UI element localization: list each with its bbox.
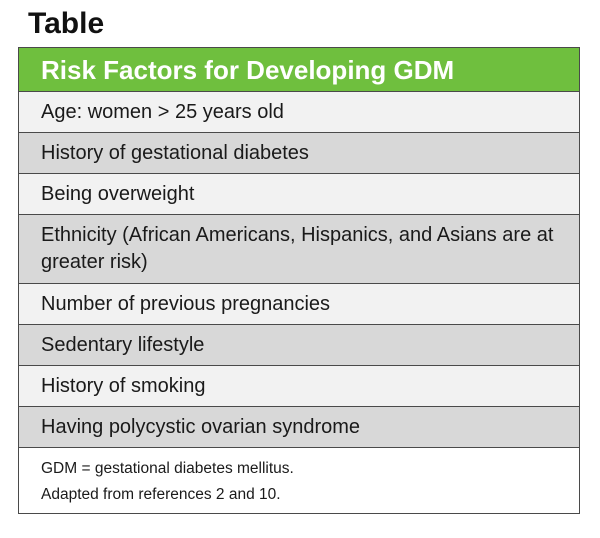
table-row: Being overweight	[19, 174, 579, 215]
risk-factors-table: Risk Factors for Developing GDM Age: wom…	[18, 47, 580, 514]
row-text: Age: women > 25 years old	[41, 101, 284, 123]
table-row: Ethnicity (African Americans, Hispanics,…	[19, 215, 579, 284]
table-body: Age: women > 25 years old History of ges…	[19, 92, 579, 448]
table-header: Risk Factors for Developing GDM	[19, 48, 579, 92]
row-text: History of smoking	[41, 375, 206, 397]
table-row: Age: women > 25 years old	[19, 92, 579, 133]
table-row: Sedentary lifestyle	[19, 325, 579, 366]
row-text: Ethnicity (African Americans, Hispanics,…	[41, 224, 554, 273]
row-text: Having polycystic ovarian syndrome	[41, 416, 361, 438]
table-row: History of gestational diabetes	[19, 133, 579, 174]
table-notes: GDM = gestational diabetes mellitus. Ada…	[19, 448, 579, 508]
row-text: Being overweight	[41, 183, 195, 205]
table-row: Number of previous pregnancies	[19, 284, 579, 325]
row-text: History of gestational diabetes	[41, 142, 309, 164]
table-row: Having polycystic ovarian syndrome	[19, 407, 579, 448]
footnote-source: Adapted from references 2 and 10.	[41, 486, 281, 503]
footnote-abbreviation: GDM = gestational diabetes mellitus.	[41, 460, 294, 477]
row-text: Sedentary lifestyle	[41, 334, 205, 356]
page-title: Table	[28, 7, 105, 40]
row-text: Number of previous pregnancies	[41, 293, 331, 315]
table-row: History of smoking	[19, 366, 579, 407]
